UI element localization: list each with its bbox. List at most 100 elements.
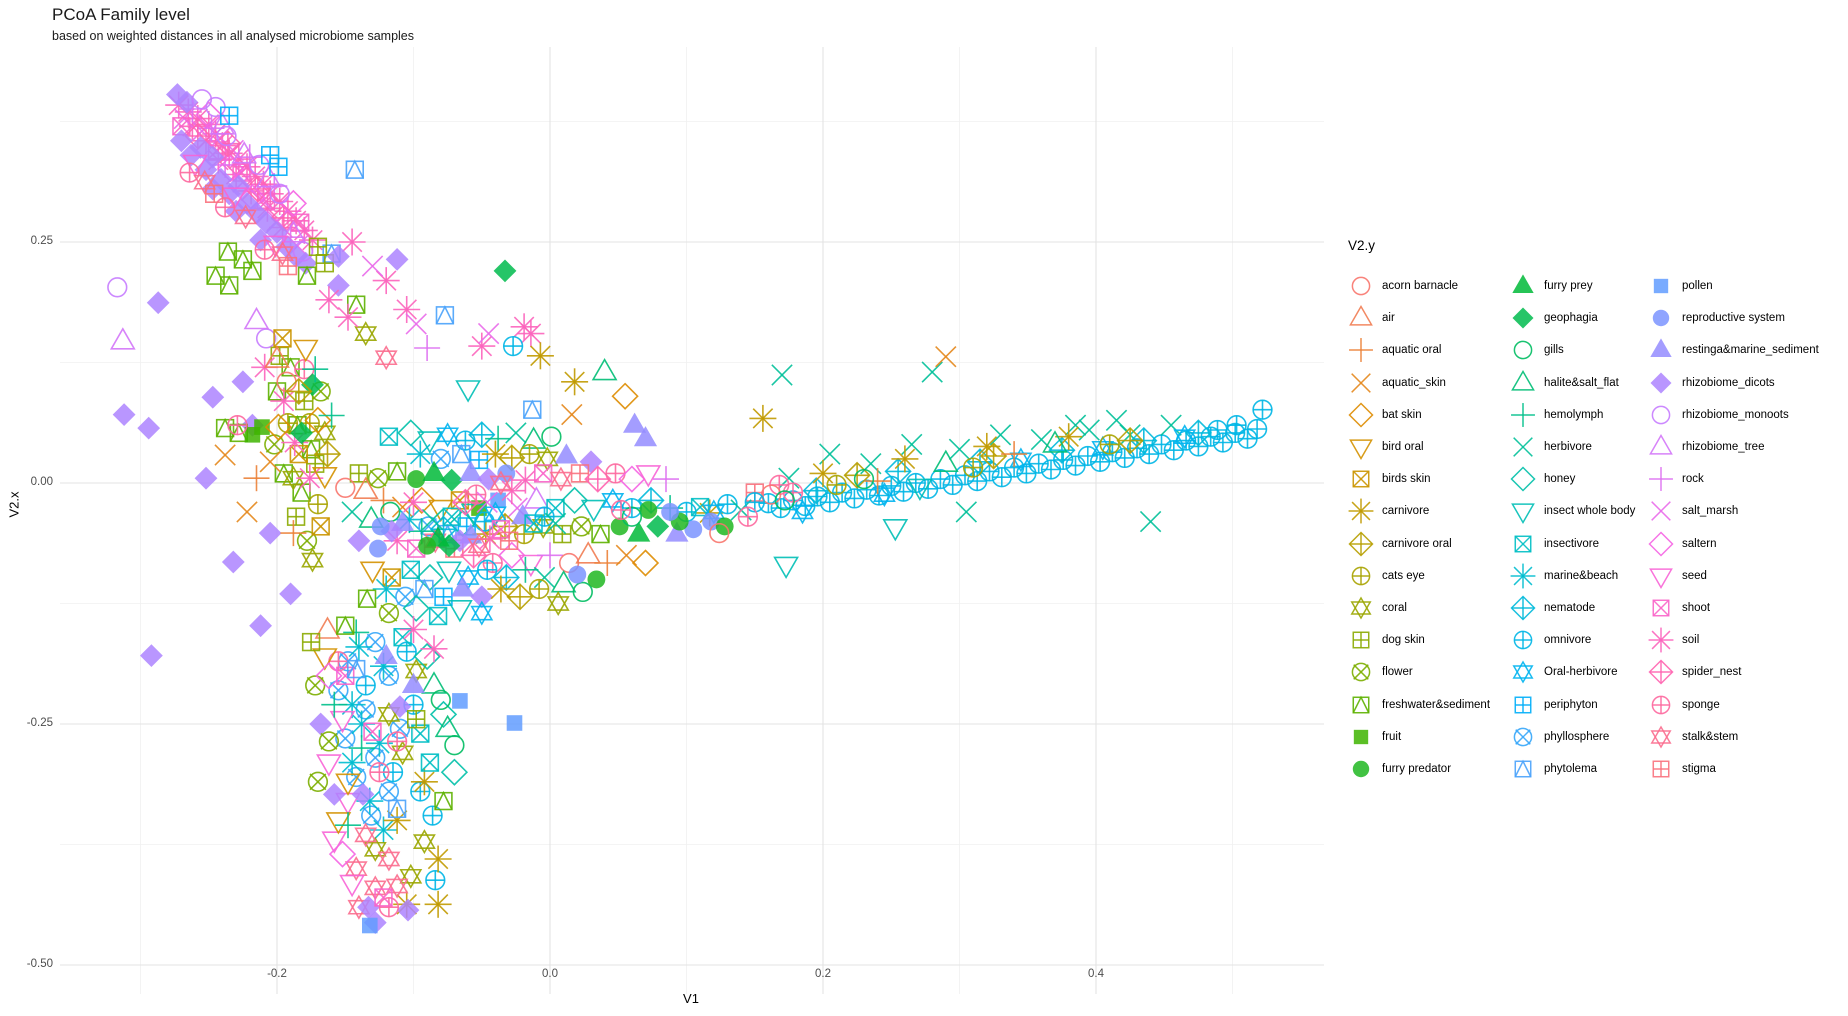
point bbox=[1091, 435, 1115, 461]
point bbox=[440, 468, 464, 492]
legend-key-icon bbox=[1348, 498, 1374, 524]
legend-item: coral bbox=[1348, 592, 1490, 624]
point bbox=[1105, 409, 1128, 432]
point bbox=[1173, 424, 1197, 450]
point bbox=[301, 632, 321, 652]
point bbox=[420, 635, 448, 663]
point bbox=[418, 536, 437, 555]
legend-item-label: salt_marsh bbox=[1682, 505, 1739, 518]
point bbox=[882, 518, 909, 542]
legend-item: aquatic oral bbox=[1348, 334, 1490, 366]
grid-major bbox=[60, 47, 1324, 994]
point bbox=[369, 539, 387, 558]
point bbox=[702, 512, 721, 531]
point bbox=[1042, 430, 1068, 453]
point bbox=[436, 422, 460, 448]
legend-item: geophagia bbox=[1510, 302, 1635, 334]
point bbox=[329, 710, 356, 734]
legend-key-icon bbox=[1649, 568, 1673, 589]
point bbox=[1065, 455, 1086, 476]
point bbox=[498, 541, 526, 569]
legend-item: soil bbox=[1648, 624, 1819, 656]
point bbox=[400, 616, 427, 643]
point bbox=[179, 162, 200, 183]
legend-item: rhizobiome_monoots bbox=[1648, 399, 1819, 431]
point bbox=[401, 672, 426, 693]
point bbox=[891, 445, 919, 473]
point bbox=[422, 460, 446, 481]
point bbox=[553, 524, 572, 544]
point bbox=[1207, 419, 1228, 441]
point bbox=[377, 846, 401, 872]
point bbox=[474, 511, 495, 532]
point bbox=[371, 517, 390, 536]
legend-item: cats eye bbox=[1348, 560, 1490, 592]
legend-item: bat skin bbox=[1348, 399, 1490, 431]
legend-item-label: dog skin bbox=[1382, 634, 1425, 647]
legend-item: air bbox=[1348, 302, 1490, 334]
point bbox=[336, 666, 355, 685]
point bbox=[771, 364, 793, 386]
legend-item: reproductive system bbox=[1648, 302, 1819, 334]
point bbox=[297, 265, 317, 285]
point bbox=[318, 731, 340, 752]
point bbox=[550, 570, 577, 593]
legend-item-label: rhizobiome_dicots bbox=[1682, 376, 1775, 389]
point bbox=[311, 517, 330, 536]
point bbox=[112, 403, 136, 426]
point bbox=[109, 327, 136, 350]
legend-item: rock bbox=[1648, 463, 1819, 495]
legend-key-icon bbox=[1511, 402, 1535, 427]
point bbox=[354, 822, 378, 848]
point bbox=[286, 507, 306, 526]
point bbox=[244, 175, 272, 203]
point bbox=[1078, 419, 1100, 441]
legend-key-icon bbox=[1351, 372, 1371, 393]
legend-item: halite&salt_flat bbox=[1510, 367, 1635, 399]
point bbox=[335, 477, 356, 498]
point bbox=[328, 840, 357, 868]
point bbox=[421, 508, 444, 531]
point bbox=[469, 450, 489, 470]
legend-item: restinga&marine_sediment bbox=[1648, 334, 1819, 366]
point bbox=[561, 403, 583, 426]
legend-item-label: insectivore bbox=[1544, 537, 1599, 550]
point bbox=[954, 465, 976, 486]
point bbox=[357, 895, 380, 919]
point bbox=[363, 722, 382, 741]
point bbox=[826, 474, 847, 496]
point bbox=[377, 701, 401, 727]
point bbox=[372, 575, 400, 603]
point bbox=[493, 259, 517, 283]
legend-item: salt_marsh bbox=[1648, 495, 1819, 527]
legend-key-icon bbox=[1514, 535, 1532, 553]
point bbox=[1184, 419, 1213, 447]
legend-item: periphyton bbox=[1510, 688, 1635, 720]
legend-item-label: hemolymph bbox=[1544, 408, 1604, 421]
point bbox=[587, 570, 606, 589]
legend-item-label: birds skin bbox=[1382, 473, 1431, 486]
point bbox=[533, 566, 556, 589]
point bbox=[448, 529, 472, 553]
legend-item-label: stalk&stem bbox=[1682, 730, 1739, 743]
point bbox=[361, 255, 384, 277]
legend-key-icon bbox=[1351, 276, 1371, 296]
point bbox=[374, 345, 398, 371]
legend-item-label: flower bbox=[1382, 666, 1413, 679]
legend-key-icon bbox=[1651, 405, 1671, 425]
legend-key-icon bbox=[1351, 566, 1371, 586]
point bbox=[345, 159, 364, 179]
point bbox=[244, 427, 261, 443]
point bbox=[420, 753, 440, 772]
point bbox=[744, 492, 765, 513]
point bbox=[278, 256, 298, 276]
point bbox=[627, 521, 651, 542]
point bbox=[621, 506, 643, 527]
point bbox=[269, 157, 288, 177]
point bbox=[407, 710, 426, 729]
legend-column: pollen reproductive system restinga&marine… bbox=[1648, 270, 1819, 785]
point bbox=[512, 556, 539, 583]
point bbox=[1160, 414, 1182, 436]
point bbox=[107, 277, 128, 298]
legend-key-icon bbox=[1648, 531, 1674, 557]
